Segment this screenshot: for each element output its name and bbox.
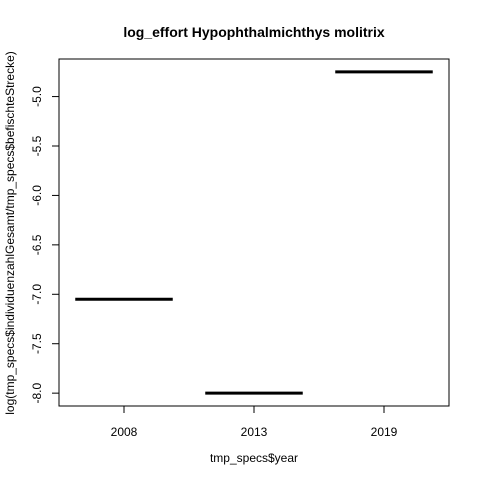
x-axis: 2008 2013 2019 xyxy=(111,406,398,439)
y-axis: -5.0 -5.5 -6.0 -6.5 -7.0 -7.5 -8.0 xyxy=(30,86,59,403)
x-tick-label: 2019 xyxy=(371,425,398,439)
y-tick-label: -5.0 xyxy=(30,86,44,107)
y-tick-label: -8.0 xyxy=(30,382,44,403)
chart-title: log_effort Hypophthalmichthys molitrix xyxy=(123,24,385,40)
plot-frame xyxy=(58,58,450,407)
y-axis-label: log(tmp_specs$individuenzahlGesamt/tmp_s… xyxy=(3,51,17,415)
y-tick-label: -7.5 xyxy=(30,333,44,354)
y-tick-label: -6.5 xyxy=(30,234,44,255)
x-tick-label: 2013 xyxy=(241,425,268,439)
y-tick-label: -5.5 xyxy=(30,135,44,156)
x-axis-label: tmp_specs$year xyxy=(210,451,298,465)
y-tick-label: -6.0 xyxy=(30,185,44,206)
y-tick-label: -7.0 xyxy=(30,284,44,305)
median-lines xyxy=(75,70,433,395)
x-tick-label: 2008 xyxy=(111,425,138,439)
